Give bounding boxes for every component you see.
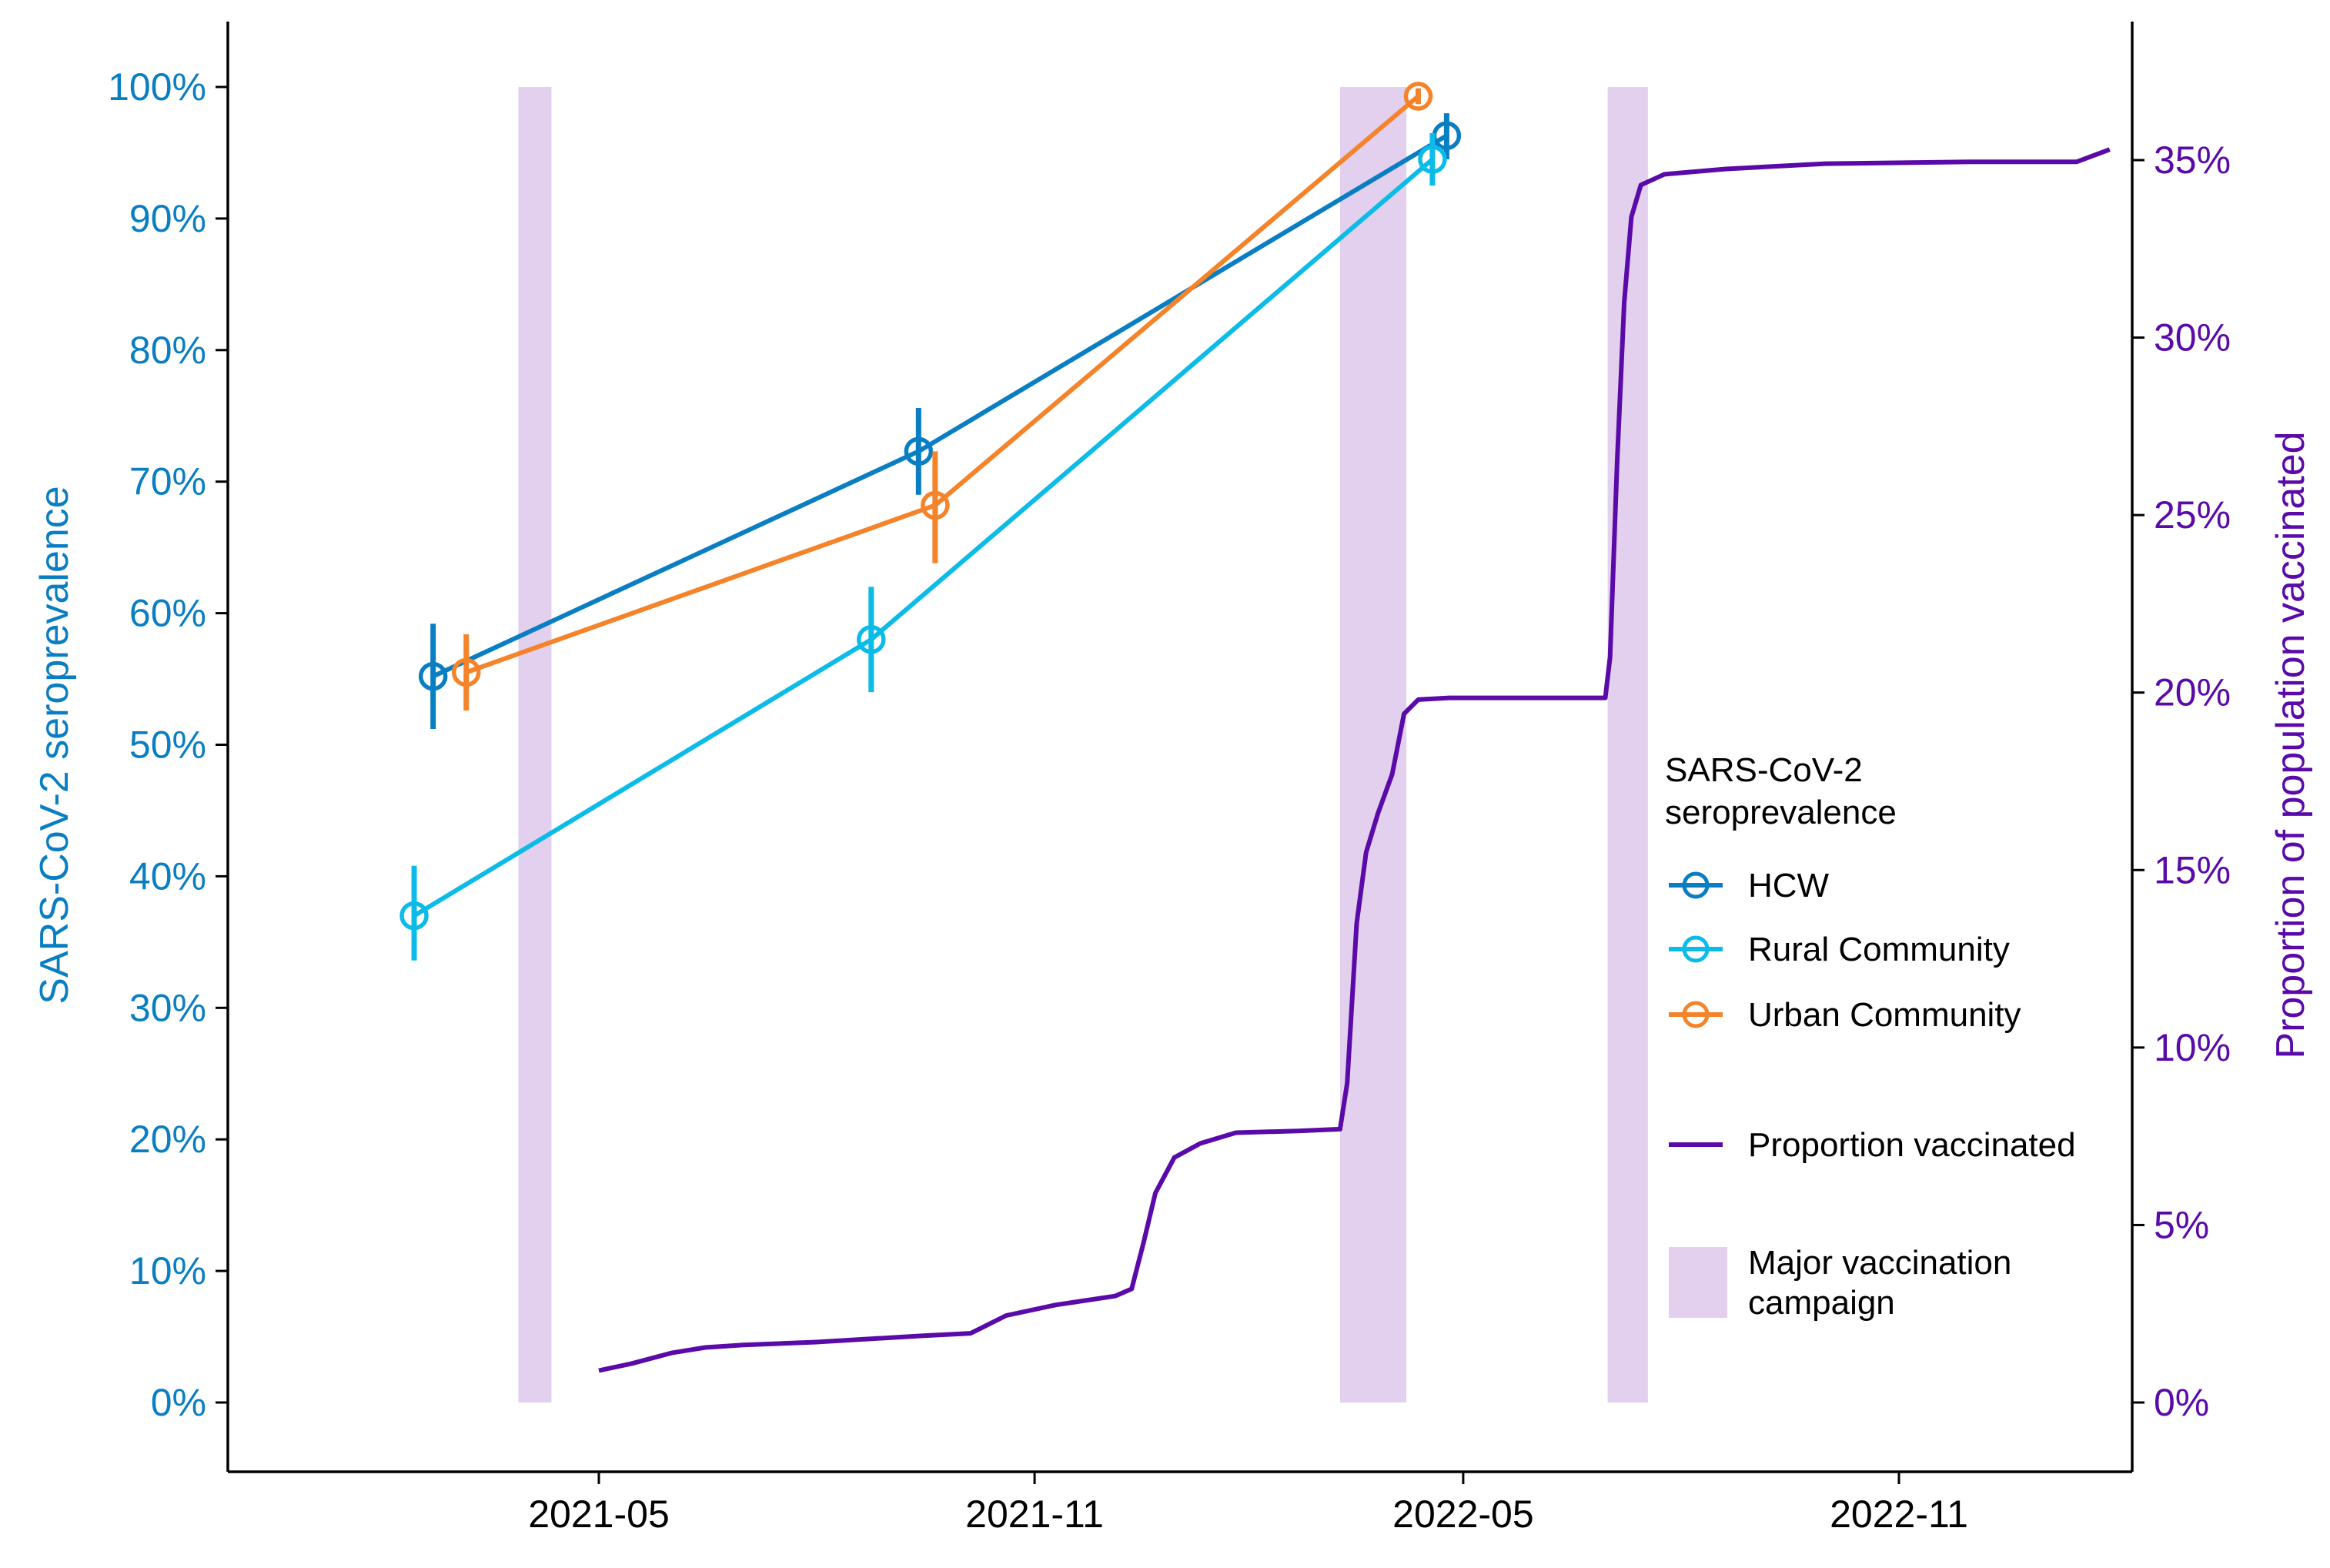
- legend-title: seroprevalence: [1665, 794, 1897, 831]
- legend-label-urban-community: Urban Community: [1748, 996, 2021, 1034]
- legend-swatch-point: [1682, 871, 1710, 899]
- series-urban-community: [451, 82, 1433, 711]
- right-tick-label: 35%: [2154, 139, 2231, 182]
- left-tick-label: 40%: [129, 854, 206, 898]
- series-hcw: [418, 113, 1462, 729]
- legend-swatch-point: [1682, 935, 1710, 963]
- data-point: [857, 625, 886, 654]
- data-point: [399, 901, 429, 931]
- right-tick-label: 0%: [2154, 1381, 2209, 1424]
- left-tick-label: 90%: [129, 197, 206, 240]
- series-line-urban-community: [465, 94, 1420, 675]
- right-tick-label: 30%: [2154, 316, 2231, 359]
- series-line-rural-community: [413, 157, 1434, 918]
- data-point: [1432, 121, 1462, 150]
- vaccinated-line: [598, 147, 2111, 1373]
- x-tick-label: 2022-05: [1392, 1493, 1534, 1536]
- left-tick-label: 30%: [129, 986, 206, 1029]
- data-point: [904, 436, 934, 466]
- data-point: [1403, 82, 1433, 111]
- legend: SARS-CoV-2 seroprevalence HCW Rural Communi…: [1665, 751, 2076, 1322]
- campaign-band-1: [518, 87, 552, 1403]
- campaign-bands: [518, 87, 1648, 1403]
- campaign-band-2: [1339, 87, 1407, 1403]
- data-point: [451, 657, 481, 687]
- left-tick-label: 20%: [129, 1118, 206, 1161]
- right-tick-label: 25%: [2154, 493, 2231, 537]
- campaign-band-3: [1607, 87, 1648, 1403]
- data-point: [1418, 145, 1447, 174]
- right-tick-label: 5%: [2154, 1203, 2209, 1246]
- series-rural-community: [399, 132, 1447, 961]
- legend-title: SARS-CoV-2: [1665, 751, 1863, 789]
- data-point: [921, 490, 950, 520]
- legend-label-campaign: campaign: [1748, 1284, 1895, 1322]
- right-axis: 0% 5% 10% 15% 20% 25% 30% 35%: [2131, 22, 2231, 1472]
- x-tick-label: 2021-05: [528, 1493, 670, 1536]
- left-tick-label: 80%: [129, 329, 206, 372]
- left-tick-label: 50%: [129, 724, 206, 767]
- seroprevalence-series: [399, 82, 1462, 961]
- left-axis-title: SARS-CoV-2 seroprevalence: [32, 486, 77, 1004]
- left-axis: 0% 10% 20% 30% 40% 50% 60% 70% 80% 90% 100%: [108, 22, 229, 1472]
- legend-label-rural-community: Rural Community: [1748, 931, 2010, 968]
- left-tick-label: 70%: [129, 460, 206, 503]
- vaccinated-path: [598, 147, 2111, 1373]
- x-axis: 2021-05 2021-11 2022-05 2022-11: [228, 1470, 2132, 1536]
- left-tick-label: 60%: [129, 592, 206, 635]
- legend-label-campaign: Major vaccination: [1748, 1244, 2011, 1282]
- left-tick-label: 10%: [129, 1249, 206, 1292]
- legend-swatch-campaign: [1669, 1247, 1727, 1318]
- legend-label-vaccinated: Proportion vaccinated: [1748, 1126, 2076, 1164]
- legend-label-hcw: HCW: [1748, 867, 1830, 904]
- left-tick-label: 0%: [151, 1381, 206, 1424]
- data-point: [418, 661, 448, 691]
- legend-swatch-point: [1682, 1001, 1710, 1028]
- right-axis-title: Proportion of population vaccinated: [2268, 431, 2313, 1058]
- right-tick-label: 10%: [2154, 1026, 2231, 1069]
- left-tick-label: 100%: [108, 65, 206, 109]
- x-tick-label: 2021-11: [965, 1493, 1104, 1536]
- x-tick-label: 2022-11: [1830, 1493, 1968, 1536]
- right-tick-label: 15%: [2154, 848, 2231, 891]
- series-line-hcw: [432, 133, 1448, 679]
- right-tick-label: 20%: [2154, 671, 2231, 714]
